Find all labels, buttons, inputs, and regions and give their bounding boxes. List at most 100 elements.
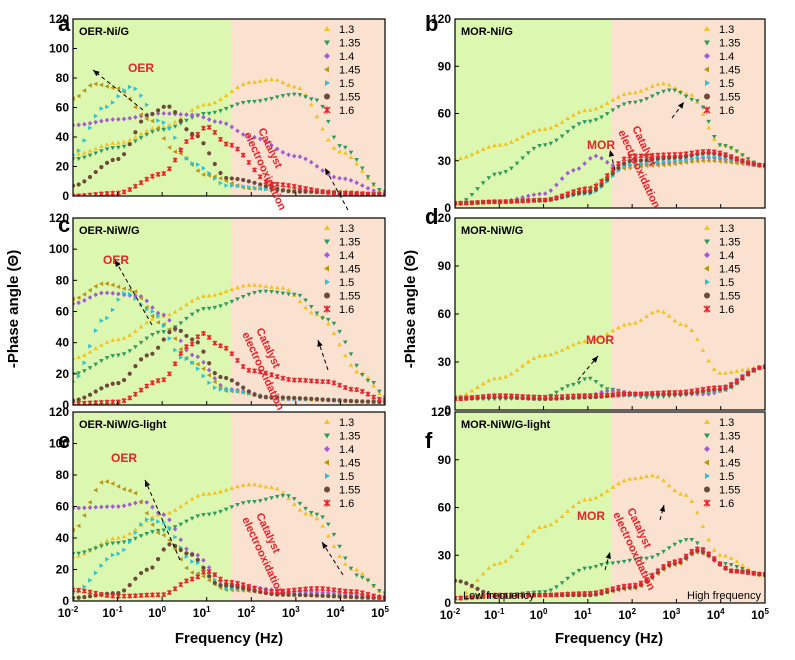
data-point [683, 160, 688, 165]
high-frequency-region [611, 412, 765, 603]
data-point [99, 563, 104, 568]
x-tick-label: 100 [530, 607, 548, 622]
data-point [280, 188, 285, 193]
y-tick-label: 90 [438, 453, 452, 467]
data-point [235, 176, 240, 182]
data-point [212, 371, 217, 376]
legend-label: 1.45 [339, 65, 360, 77]
data-point [587, 338, 593, 343]
data-point [565, 345, 571, 350]
data-point [122, 87, 127, 93]
data-point [360, 595, 365, 600]
data-point [503, 374, 509, 379]
x-tick-label: 103 [282, 605, 300, 620]
data-point [576, 499, 582, 504]
data-point [144, 336, 150, 341]
data-point [314, 188, 320, 194]
data-point [104, 84, 109, 89]
data-point [144, 517, 150, 522]
data-point [196, 162, 201, 167]
data-point [110, 504, 115, 509]
data-point [348, 190, 354, 196]
legend-marker [324, 225, 330, 230]
data-point [711, 547, 717, 552]
data-point [138, 113, 144, 119]
data-point [88, 577, 93, 583]
data-point [666, 546, 672, 551]
legend-marker [704, 26, 710, 31]
x-tick-label: 101 [193, 605, 211, 620]
legend-label: 1.35 [719, 38, 740, 50]
data-point [229, 351, 235, 357]
data-point [81, 292, 87, 297]
data-point [616, 94, 621, 99]
data-point [144, 116, 149, 122]
data-point [371, 583, 376, 588]
data-point [655, 553, 661, 558]
data-point [297, 592, 303, 598]
data-point [269, 284, 274, 289]
data-point [99, 106, 104, 111]
data-point [138, 295, 143, 301]
data-point [183, 139, 189, 145]
data-point [604, 388, 610, 394]
data-point [633, 161, 638, 167]
data-point [127, 593, 133, 599]
data-point [150, 130, 155, 135]
data-point [178, 328, 183, 334]
data-point [627, 476, 633, 481]
data-point [206, 117, 212, 122]
data-point [235, 102, 240, 107]
data-point [82, 594, 87, 600]
data-point [223, 93, 229, 98]
data-point [712, 155, 717, 161]
data-point [218, 374, 223, 380]
data-point [138, 357, 144, 362]
data-point [582, 377, 587, 382]
data-point [621, 478, 627, 483]
data-point [331, 145, 337, 150]
data-point [308, 97, 314, 102]
data-point [314, 512, 320, 517]
data-point [229, 104, 235, 109]
data-point [138, 534, 144, 539]
data-point [599, 115, 604, 120]
legend: 1.31.351.41.451.51.551.6 [323, 223, 360, 316]
data-point [604, 100, 610, 105]
data-point [492, 143, 497, 148]
data-point [314, 585, 320, 591]
data-point [240, 364, 246, 370]
y-tick-label: 20 [56, 160, 70, 174]
data-point [190, 360, 195, 365]
data-point [627, 583, 633, 589]
data-point [745, 160, 751, 166]
data-point [706, 358, 711, 363]
data-point [325, 189, 331, 195]
data-point [201, 330, 206, 336]
y-tick-label: 60 [56, 305, 70, 319]
data-point [497, 393, 503, 399]
data-point [342, 353, 348, 358]
data-point [87, 500, 92, 505]
data-point [616, 388, 621, 394]
data-point [263, 284, 269, 289]
data-point [73, 193, 76, 196]
data-point [280, 285, 286, 290]
data-point [189, 570, 194, 575]
data-point [554, 122, 559, 127]
data-point [371, 399, 376, 404]
data-point [258, 136, 263, 142]
data-point [576, 340, 582, 345]
data-point [695, 336, 700, 341]
data-point [497, 592, 503, 598]
data-point [172, 336, 177, 341]
legend-label: 1.55 [719, 485, 740, 497]
data-point [661, 564, 667, 570]
data-point [144, 113, 149, 118]
y-tick-label: 0 [62, 398, 69, 412]
data-point [263, 98, 269, 103]
data-point [486, 378, 492, 383]
data-point [308, 378, 314, 384]
data-point [325, 321, 331, 326]
data-point [87, 120, 93, 126]
